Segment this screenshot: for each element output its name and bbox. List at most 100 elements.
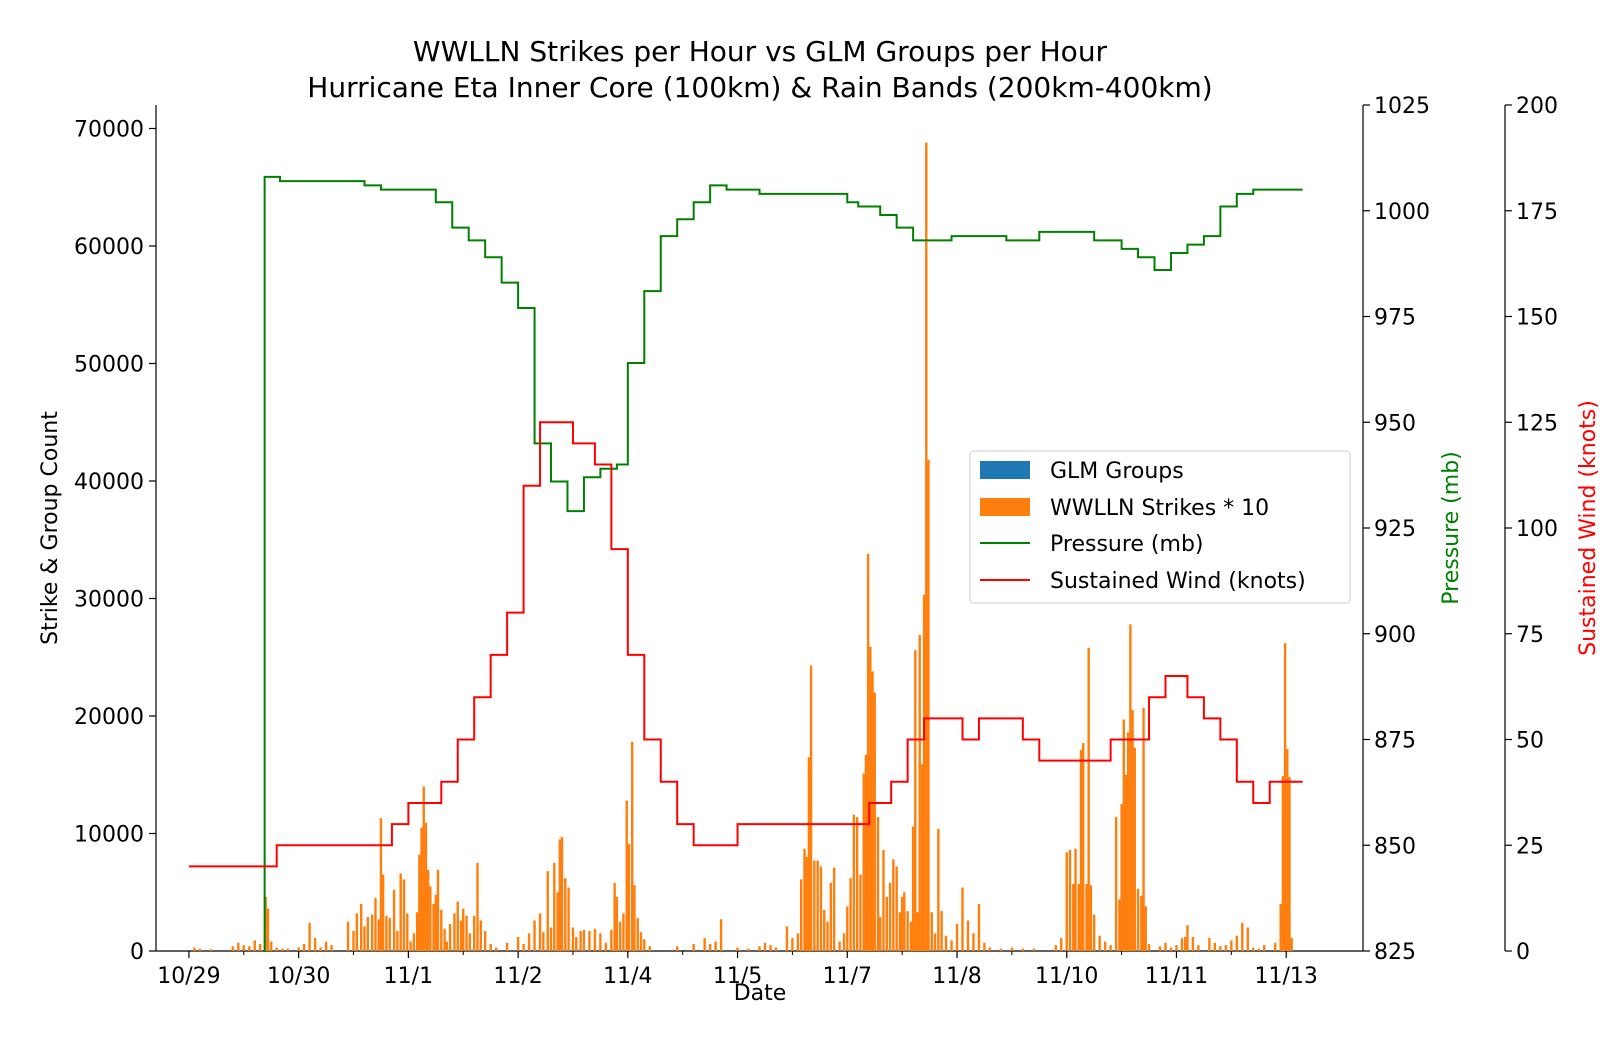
wwlln-bar — [426, 869, 430, 951]
legend-label-glm: GLM Groups — [1050, 459, 1184, 484]
wwlln-bar — [1072, 884, 1075, 951]
x-tick-label: 11/4 — [603, 964, 652, 989]
wwlln-bar — [259, 943, 262, 951]
wwlln-bar — [615, 896, 619, 951]
wwlln-bar — [871, 671, 874, 951]
wwlln-bar — [527, 933, 531, 952]
x-tick-label: 11/10 — [1035, 964, 1098, 989]
wwlln-bar — [193, 947, 196, 951]
wwlln-bar — [1252, 947, 1255, 951]
wwlln-bar — [842, 933, 846, 952]
wwlln-bar — [988, 947, 992, 951]
legend-label-wind: Sustained Wind (knots) — [1050, 569, 1306, 594]
series-lines — [188, 175, 1303, 952]
wwlln-bar — [895, 866, 898, 951]
wwlln-bar — [575, 936, 578, 951]
axis-ticks: 10/29 10/30 11/1 11/2 11/4 11/5 11/7 11/8 11/10 1… — [74, 94, 1558, 989]
wwlln-bar — [920, 764, 924, 951]
wwlln-bar — [355, 913, 358, 951]
x-tick-label: 11/1 — [384, 964, 433, 989]
wwlln-bar — [807, 757, 811, 952]
wwlln-bar — [1074, 848, 1077, 951]
wwlln-bar — [542, 932, 545, 951]
wwlln-bar — [636, 918, 639, 951]
wwlln-bar — [424, 822, 428, 951]
wwlln-bar — [791, 938, 794, 951]
wwlln-bar — [892, 859, 895, 951]
wwlln-bar — [940, 911, 943, 951]
wwlln-bar — [763, 942, 767, 951]
wwlln-bar — [813, 860, 816, 951]
wwlln-bar — [1263, 945, 1266, 952]
wwlln-bar — [648, 946, 651, 951]
wwlln-bar — [1124, 774, 1128, 951]
wwlln-bar — [422, 786, 425, 951]
wwlln-bar — [1129, 624, 1132, 951]
x-tick-label: 11/2 — [493, 964, 542, 989]
wwlln-bar — [456, 901, 459, 951]
wwlln-bar — [1288, 777, 1291, 951]
pressure-tick-label: 850 — [1374, 834, 1416, 859]
wwlln-bar — [359, 904, 363, 951]
wind-axis-label: Sustained Wind (knots) — [1576, 400, 1601, 656]
wwlln-bar — [588, 931, 591, 951]
wwlln-bar — [313, 938, 317, 951]
left-tick-label: 30000 — [74, 588, 144, 613]
wwlln-bar — [838, 941, 841, 951]
wwlln-bar — [280, 948, 284, 951]
wind-line — [188, 421, 1303, 868]
wwlln-bar — [489, 943, 492, 951]
wwlln-bar — [909, 921, 913, 952]
wwlln-bar — [604, 942, 608, 951]
legend: GLM Groups WWLLN Strikes * 10 Pressure (… — [969, 450, 1351, 604]
left-tick-label: 60000 — [74, 235, 144, 260]
wwlln-bar — [324, 941, 328, 951]
wwlln-bar — [1081, 743, 1085, 951]
wwlln-bar — [1169, 947, 1173, 951]
wwlln-bar — [774, 947, 778, 951]
wwlln-bar — [1079, 750, 1083, 951]
wwlln-bar — [379, 818, 383, 951]
x-tick-label: 11/7 — [823, 964, 872, 989]
wwlln-bar — [1235, 935, 1239, 951]
wwlln-bar — [275, 947, 278, 951]
wwlln-bar — [266, 908, 270, 951]
wwlln-bar — [381, 874, 385, 952]
wwlln-bar — [468, 933, 472, 952]
wwlln-bar — [319, 947, 322, 951]
wwlln-bar — [352, 931, 355, 951]
wwlln-bar — [1175, 945, 1178, 952]
wwlln-bar — [714, 941, 717, 951]
wwlln-bar — [855, 817, 859, 951]
wwlln-bar — [553, 862, 556, 952]
wwlln-bar — [1068, 849, 1072, 951]
wwlln-bar — [377, 919, 380, 951]
wwlln-bar — [1274, 942, 1277, 951]
wwlln-bar — [1118, 899, 1121, 951]
wwlln-bar — [859, 874, 862, 952]
x-tick-label: 11/8 — [932, 964, 981, 989]
wwlln-bar — [1077, 884, 1081, 951]
wwlln-bar — [402, 879, 406, 951]
left-tick-label: 40000 — [74, 470, 144, 495]
wwlln-bar — [1133, 747, 1136, 951]
wwlln-bar — [639, 932, 643, 951]
wwlln-bar — [1164, 942, 1167, 951]
wwlln-bar — [736, 947, 739, 951]
wwlln-bar — [927, 459, 930, 951]
wwlln-bar — [785, 926, 789, 951]
wwlln-bar — [436, 869, 440, 951]
wwlln-bar — [692, 943, 695, 951]
wwlln-bar — [1092, 914, 1096, 951]
wwlln-bar — [302, 943, 306, 951]
wwlln-bar — [903, 892, 906, 951]
wwlln-bar — [248, 946, 251, 951]
wind-tick-label: 25 — [1516, 834, 1544, 859]
legend-swatch-wwlln — [980, 498, 1030, 516]
wwlln-bar — [866, 553, 870, 951]
wwlln-bar — [1131, 710, 1134, 952]
wwlln-bar — [253, 940, 256, 951]
wwlln-bar — [703, 938, 706, 951]
wwlln-bar — [459, 920, 463, 951]
